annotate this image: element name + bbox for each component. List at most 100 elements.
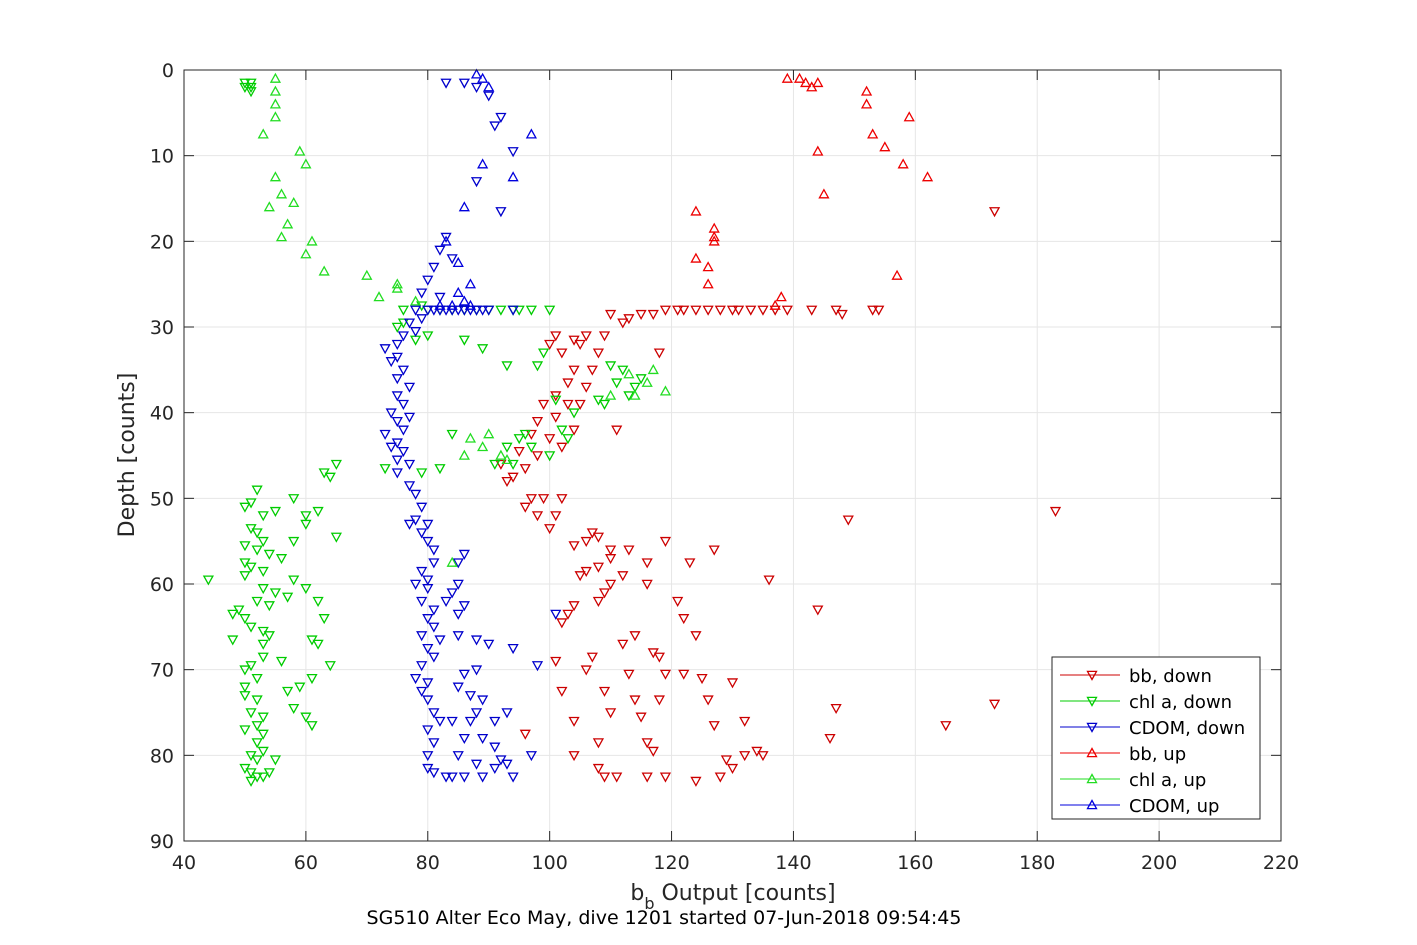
data-point [391,468,403,479]
data-point [391,282,403,293]
data-point [269,85,282,96]
data-point [312,639,324,650]
legend-label: chl a, up [1129,770,1206,791]
data-point [422,275,434,286]
data-point [416,596,428,607]
data-point [489,763,501,775]
legend-marker [1086,722,1098,733]
data-point [294,682,306,693]
data-point [300,519,312,530]
legend-label: CDOM, down [1129,718,1245,739]
data-point [422,695,434,706]
data-point [592,562,605,573]
data-point [245,82,257,93]
data-point [477,158,489,169]
data-point [251,673,263,685]
data-point [245,708,257,719]
data-point [458,201,470,212]
data-point [507,644,519,655]
data-point [605,708,617,719]
data-point [251,721,263,732]
data-point [428,708,440,719]
data-point [452,631,464,642]
data-point [574,399,586,410]
data-point [501,759,513,770]
y-tick-label: 60 [150,574,174,596]
data-point [245,622,257,633]
data-point [550,412,562,423]
y-axis-label: Depth [counts] [115,373,140,538]
data-point [605,579,617,590]
data-point [416,631,428,642]
data-point [830,703,842,715]
data-point [434,245,446,256]
data-point [385,408,397,419]
data-point [416,528,428,539]
data-point [550,656,562,667]
data-point [617,639,629,650]
data-point [525,442,537,453]
data-point [477,772,489,783]
data-point [263,631,275,642]
data-point [726,763,739,775]
data-point [330,459,342,470]
data-point [275,554,288,565]
data-point [867,128,879,139]
data-point [397,399,410,410]
data-point [489,121,501,132]
data-point [446,299,458,310]
data-point [263,601,275,612]
data-point [312,596,324,607]
data-point [422,614,434,625]
y-tick-label: 80 [150,745,174,767]
data-point [306,235,318,246]
data-point [294,145,306,156]
data-point [428,305,440,316]
data-point [227,609,239,620]
data-point [531,416,544,428]
data-point [501,442,513,453]
data-point [483,639,495,650]
data-point [690,305,702,316]
data-point [416,288,428,299]
data-point [550,331,562,342]
data-point [458,335,470,346]
data-point [568,425,580,436]
data-point [251,528,263,539]
data-point [379,464,391,475]
data-point [629,695,641,706]
y-tick-label: 20 [150,231,174,253]
legend: bb, down chl a, down CDOM, down bb, up chl a… [1051,656,1261,820]
data-point [525,429,537,440]
data-point [409,579,422,590]
data-point [659,385,672,396]
data-point [623,368,635,379]
data-point [678,614,690,625]
data-point [988,699,1001,710]
data-point [605,389,617,400]
series-3 [690,72,934,310]
data-point [282,592,294,603]
data-point [440,235,452,246]
data-point [477,305,489,316]
data-point [617,365,629,376]
data-point [519,502,531,513]
data-point [647,363,659,375]
data-point [483,305,495,316]
x-tick-label: 60 [294,852,318,874]
data-point [580,665,592,676]
data-point [257,128,269,139]
data-point [300,158,312,169]
data-point [458,78,470,89]
data-point [391,416,403,428]
data-point [288,575,300,586]
data-point [239,691,251,702]
data-point [251,596,263,607]
data-point [300,511,312,522]
data-point [458,449,470,460]
data-point [458,549,470,560]
data-point [483,81,495,92]
data-point [306,721,318,732]
data-point [659,536,672,548]
data-point [422,584,434,595]
